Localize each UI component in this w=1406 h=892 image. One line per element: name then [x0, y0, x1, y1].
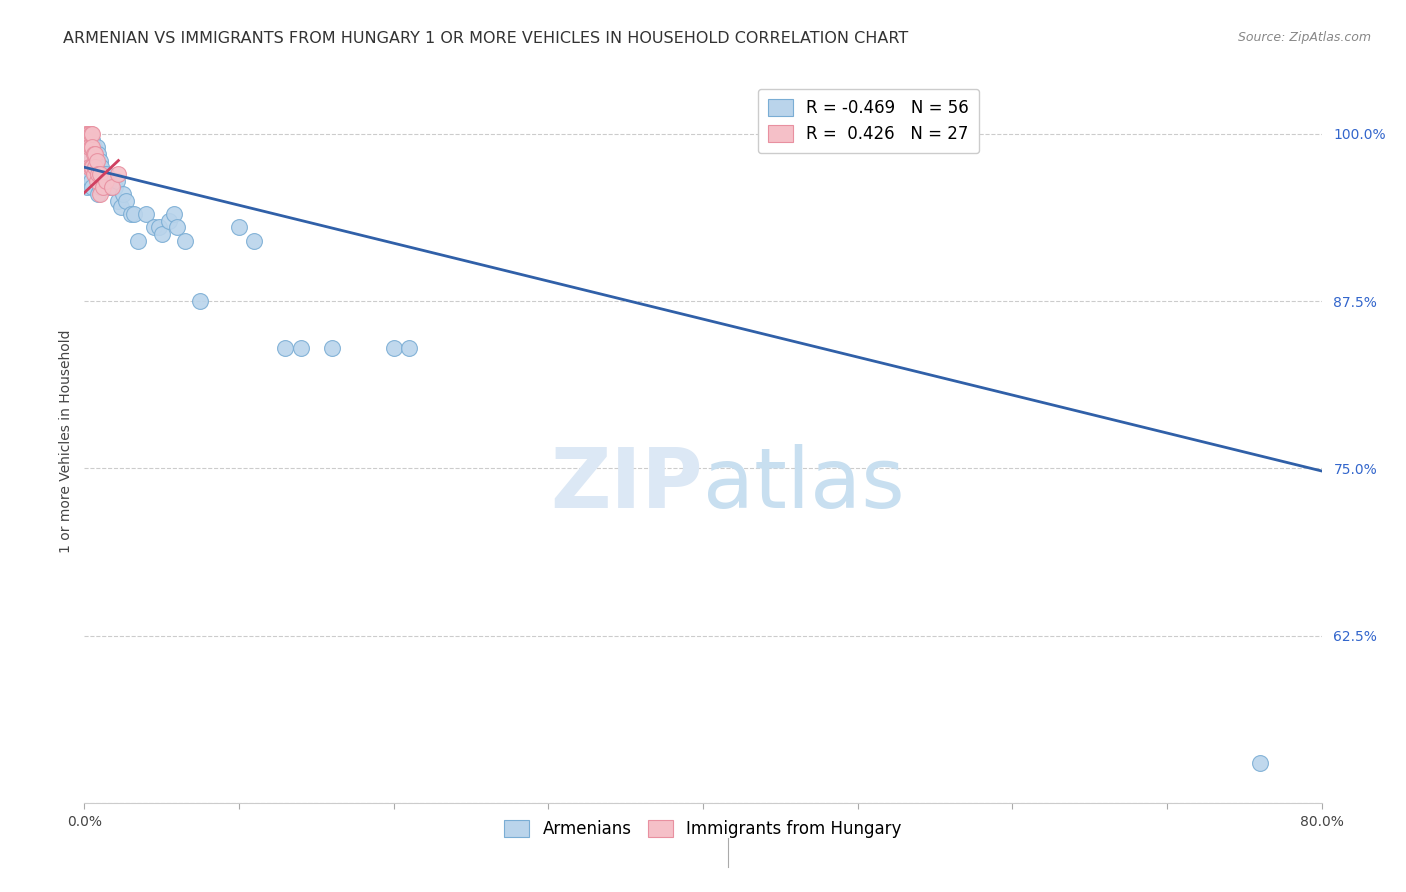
- Point: [100, 180, 122, 194]
- Point: [101, 180, 124, 194]
- Y-axis label: 1 or more Vehicles in Household: 1 or more Vehicles in Household: [59, 330, 73, 553]
- Legend: Armenians, Immigrants from Hungary: Armenians, Immigrants from Hungary: [498, 814, 908, 845]
- Point: [82, 180, 104, 194]
- Point: [174, 234, 197, 248]
- Point: [159, 214, 180, 228]
- Point: [148, 220, 170, 235]
- Point: [77, 146, 100, 161]
- Point: [89, 167, 111, 181]
- Point: [127, 234, 149, 248]
- Point: [86, 153, 108, 168]
- Point: [76, 127, 98, 141]
- Point: [398, 341, 420, 355]
- Point: [86, 140, 108, 154]
- Point: [188, 294, 211, 309]
- Point: [83, 161, 105, 175]
- Point: [77, 161, 100, 175]
- Point: [87, 146, 110, 161]
- Point: [75, 134, 97, 148]
- Point: [163, 207, 186, 221]
- Point: [96, 180, 118, 194]
- Point: [93, 174, 115, 188]
- Point: [110, 201, 132, 215]
- Point: [84, 146, 107, 161]
- Point: [76, 146, 98, 161]
- Point: [79, 161, 101, 175]
- Point: [104, 180, 127, 194]
- Point: [228, 220, 250, 235]
- Point: [150, 227, 173, 241]
- Point: [83, 167, 105, 181]
- Point: [84, 146, 107, 161]
- Point: [82, 140, 104, 154]
- Point: [84, 161, 107, 175]
- Point: [83, 146, 105, 161]
- Point: [75, 140, 97, 154]
- Point: [274, 341, 297, 355]
- Point: [77, 129, 100, 144]
- Point: [91, 167, 114, 181]
- Point: [79, 127, 101, 141]
- Point: [166, 220, 188, 235]
- Point: [87, 187, 110, 202]
- Point: [115, 194, 138, 208]
- Text: ARMENIAN VS IMMIGRANTS FROM HUNGARY 1 OR MORE VEHICLES IN HOUSEHOLD CORRELATION : ARMENIAN VS IMMIGRANTS FROM HUNGARY 1 OR…: [63, 31, 908, 46]
- Point: [84, 167, 107, 181]
- Point: [79, 140, 101, 154]
- Point: [143, 220, 166, 235]
- Point: [83, 140, 105, 154]
- Point: [94, 167, 117, 181]
- Point: [107, 194, 129, 208]
- Point: [89, 187, 111, 202]
- Point: [79, 134, 101, 148]
- Point: [82, 127, 104, 141]
- Point: [77, 140, 100, 154]
- Point: [87, 167, 110, 181]
- Text: Source: ZipAtlas.com: Source: ZipAtlas.com: [1237, 31, 1371, 45]
- Point: [382, 341, 405, 355]
- Point: [122, 207, 145, 221]
- Point: [91, 180, 114, 194]
- Text: atlas: atlas: [703, 444, 904, 525]
- Point: [76, 180, 98, 194]
- Point: [321, 341, 343, 355]
- Point: [77, 167, 100, 181]
- Point: [135, 207, 157, 221]
- Point: [105, 174, 128, 188]
- Point: [79, 174, 101, 188]
- Point: [86, 174, 108, 188]
- Point: [89, 180, 111, 194]
- Point: [76, 134, 98, 148]
- Point: [90, 161, 112, 175]
- Point: [98, 174, 121, 188]
- Point: [120, 207, 142, 221]
- Text: ZIP: ZIP: [551, 444, 703, 525]
- Point: [82, 161, 104, 175]
- Point: [82, 134, 104, 148]
- Point: [86, 161, 108, 175]
- Point: [107, 167, 129, 181]
- Point: [112, 187, 135, 202]
- Point: [79, 153, 101, 168]
- Point: [75, 127, 97, 141]
- Point: [82, 161, 104, 175]
- Point: [76, 161, 98, 175]
- Point: [290, 341, 312, 355]
- Point: [89, 153, 111, 168]
- Point: [94, 174, 117, 188]
- Point: [1249, 756, 1271, 770]
- Point: [77, 127, 100, 141]
- Point: [243, 234, 266, 248]
- Point: [101, 180, 124, 194]
